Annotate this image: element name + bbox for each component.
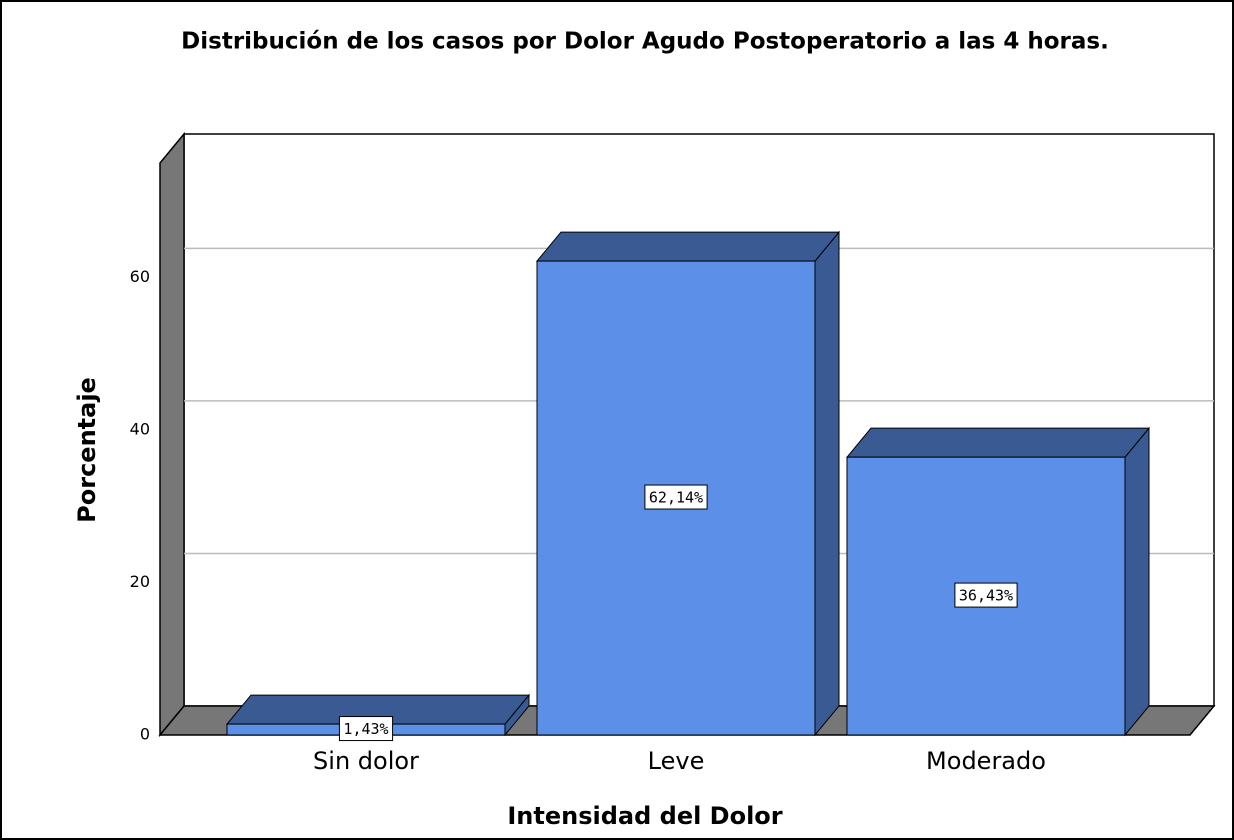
y-tick-label: 0: [140, 725, 150, 744]
y-tick-label: 20: [130, 572, 150, 591]
y-tick-label: 40: [130, 419, 150, 438]
y-tick-label: 60: [130, 267, 150, 286]
x-tick-label: Leve: [648, 747, 705, 775]
bar-top: [535, 231, 841, 262]
value-label-box: [338, 716, 394, 742]
value-label: 1,43%: [343, 720, 388, 738]
value-label: 62,14%: [649, 489, 703, 507]
value-label-box: [954, 582, 1018, 608]
bar-side: [1124, 426, 1150, 737]
y-axis-label: Porcentaje: [73, 377, 101, 523]
bar-side: [814, 230, 840, 737]
chart-title: Distribución de los casos por Dolor Agud…: [181, 29, 1109, 55]
bar-top: [845, 427, 1151, 458]
x-tick-label: Moderado: [926, 747, 1046, 775]
x-tick-label: Sin dolor: [313, 747, 419, 775]
value-label-box: [644, 484, 708, 510]
left-wall: [159, 131, 185, 738]
x-axis-label: Intensidad del Dolor: [507, 802, 782, 830]
value-label: 36,43%: [959, 587, 1013, 605]
